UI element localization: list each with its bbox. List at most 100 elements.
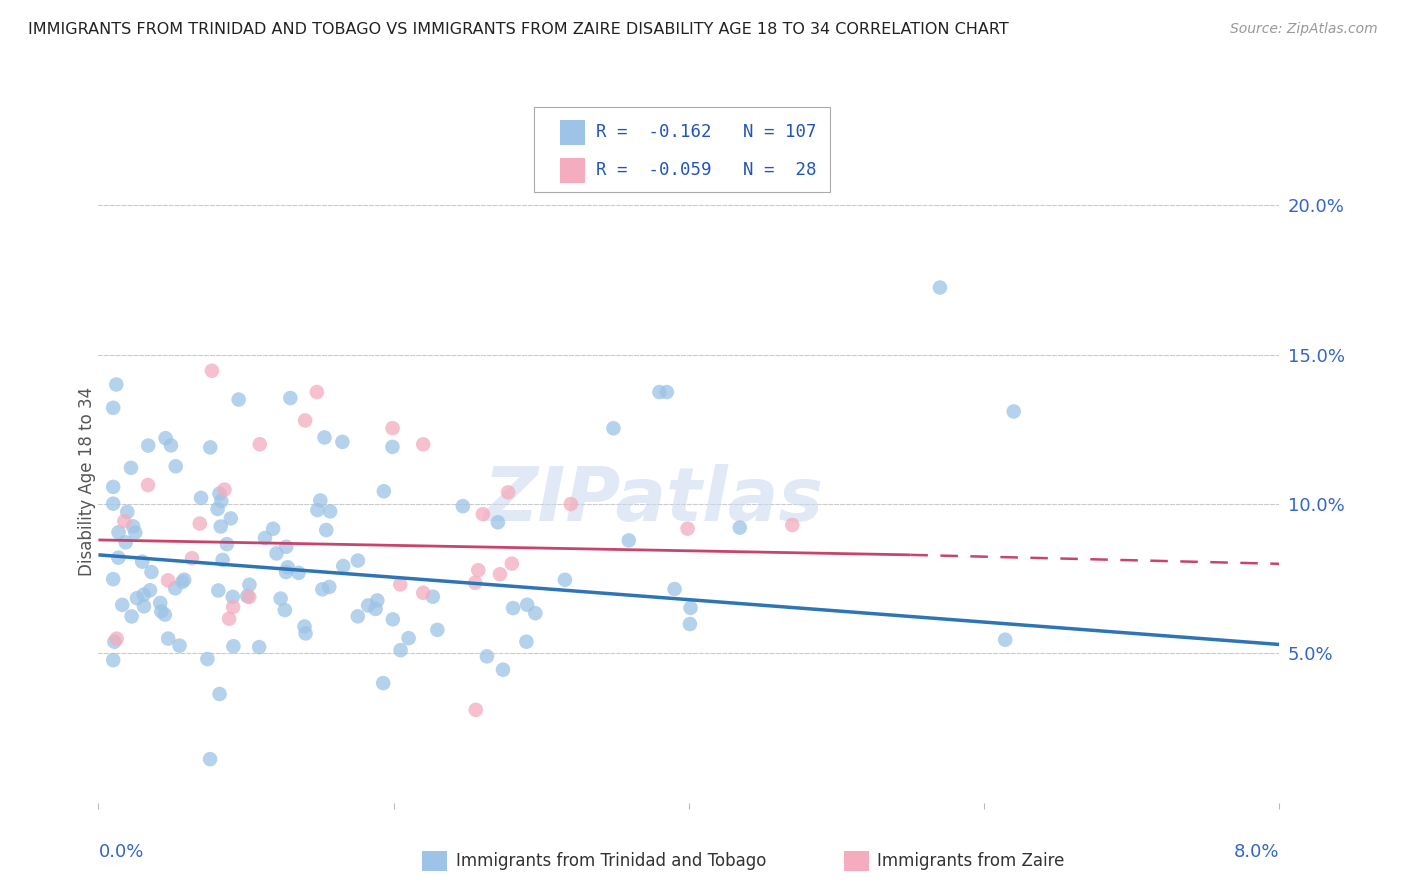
Point <box>121 609 143 624</box>
Point <box>103 653 125 667</box>
Point <box>211 553 233 567</box>
Point <box>208 486 231 500</box>
Point <box>169 639 191 653</box>
Point <box>214 483 236 497</box>
Point <box>471 507 494 521</box>
Point <box>173 573 195 587</box>
Point <box>198 752 221 766</box>
Point <box>200 441 222 455</box>
Point <box>132 599 155 614</box>
Point <box>139 583 162 598</box>
Point <box>112 514 135 528</box>
Point <box>219 511 242 525</box>
Point <box>157 632 180 646</box>
Point <box>496 485 519 500</box>
Point <box>201 364 224 378</box>
Point <box>554 573 576 587</box>
Point <box>238 578 260 592</box>
Point <box>105 377 128 392</box>
Text: Immigrants from Zaire: Immigrants from Zaire <box>877 852 1064 870</box>
Point <box>617 533 640 548</box>
Point <box>489 567 512 582</box>
Point <box>398 631 420 645</box>
Point <box>103 634 125 648</box>
Text: Immigrants from Trinidad and Tobago: Immigrants from Trinidad and Tobago <box>456 852 766 870</box>
Point <box>131 555 153 569</box>
Point <box>208 687 231 701</box>
Point <box>277 560 299 574</box>
Point <box>280 391 302 405</box>
Point <box>412 437 434 451</box>
Point <box>314 430 336 444</box>
Text: 0.0%: 0.0% <box>98 843 143 861</box>
Point <box>676 522 699 536</box>
Text: 8.0%: 8.0% <box>1234 843 1279 861</box>
Point <box>218 612 240 626</box>
Y-axis label: Disability Age 18 to 34: Disability Age 18 to 34 <box>79 387 96 576</box>
Point <box>266 546 288 560</box>
Point <box>475 649 498 664</box>
Point <box>247 640 270 654</box>
Point <box>136 439 159 453</box>
Point <box>381 440 404 454</box>
Point <box>502 601 524 615</box>
Point <box>111 598 134 612</box>
Point <box>346 609 368 624</box>
Point <box>311 582 333 597</box>
Point <box>492 663 515 677</box>
Point <box>136 478 159 492</box>
Point <box>373 484 395 499</box>
Point <box>679 617 702 632</box>
Point <box>132 588 155 602</box>
Point <box>190 491 212 505</box>
Point <box>486 516 509 530</box>
Point <box>294 413 316 427</box>
Point <box>105 632 128 646</box>
Point <box>228 392 250 407</box>
Point <box>141 565 163 579</box>
Point <box>381 612 404 626</box>
Point <box>516 598 538 612</box>
Point <box>332 559 354 574</box>
Point <box>318 580 340 594</box>
Point <box>426 623 449 637</box>
Point <box>451 499 474 513</box>
Point <box>160 438 183 452</box>
Point <box>602 421 624 435</box>
Point <box>664 582 686 596</box>
Text: IMMIGRANTS FROM TRINIDAD AND TOBAGO VS IMMIGRANTS FROM ZAIRE DISABILITY AGE 18 T: IMMIGRANTS FROM TRINIDAD AND TOBAGO VS I… <box>28 22 1010 37</box>
Point <box>357 599 380 613</box>
Point <box>319 504 342 518</box>
Point <box>389 643 412 657</box>
Point <box>117 505 139 519</box>
Point <box>524 606 547 620</box>
Point <box>464 703 486 717</box>
Point <box>389 577 412 591</box>
Point <box>381 421 404 435</box>
Point <box>464 575 486 590</box>
Point <box>114 535 136 549</box>
Point <box>103 401 125 415</box>
Point <box>165 582 187 596</box>
Point <box>238 590 260 604</box>
Point <box>122 519 145 533</box>
Point <box>165 459 187 474</box>
Point <box>373 676 395 690</box>
Point <box>215 537 238 551</box>
Point <box>149 596 172 610</box>
Point <box>307 503 329 517</box>
Point <box>222 590 245 604</box>
Point <box>222 599 245 614</box>
Text: R =  -0.059   N =  28: R = -0.059 N = 28 <box>596 161 817 179</box>
Point <box>648 385 671 400</box>
Point <box>515 634 537 648</box>
Point <box>274 565 297 579</box>
Point <box>366 593 388 607</box>
Point <box>207 502 229 516</box>
Point <box>209 494 232 508</box>
Point <box>270 591 292 606</box>
Point <box>120 460 142 475</box>
Point <box>249 437 271 451</box>
Point <box>150 604 173 618</box>
Point <box>209 519 232 533</box>
